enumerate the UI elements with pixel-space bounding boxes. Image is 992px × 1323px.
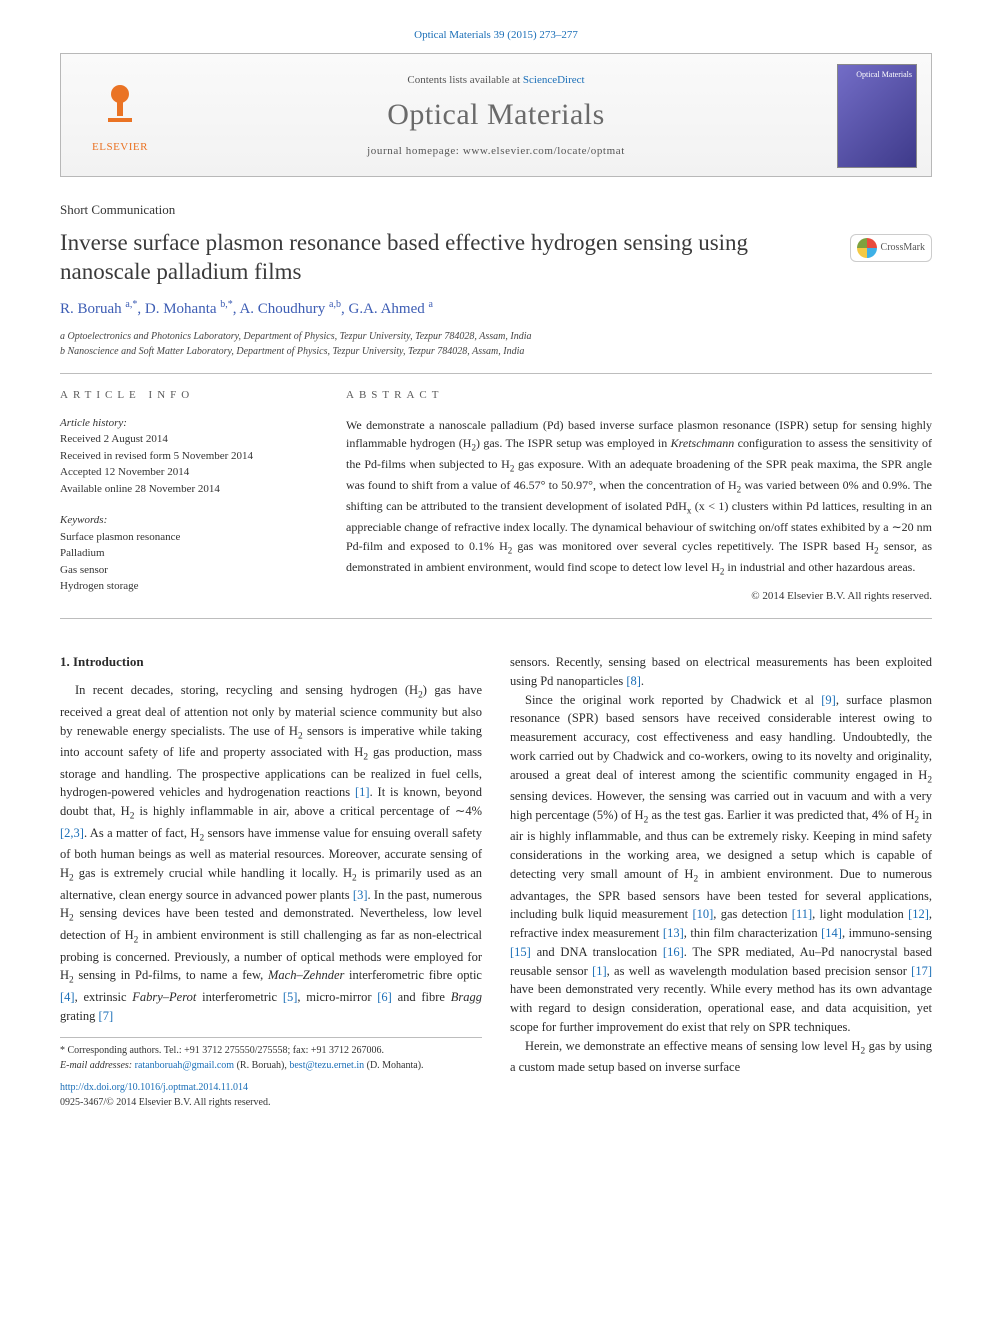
body-paragraph: Since the original work reported by Chad… — [510, 691, 932, 1037]
info-abstract-row: ARTICLE INFO Article history: Received 2… — [60, 388, 932, 604]
corr-name-1: (R. Boruah), — [237, 1060, 287, 1071]
affiliation-b: b Nanoscience and Soft Matter Laboratory… — [60, 345, 932, 360]
body-paragraph: Herein, we demonstrate an effective mean… — [510, 1037, 932, 1077]
history-received: Received 2 August 2014 — [60, 431, 310, 448]
rule — [60, 618, 932, 619]
header-citation-link[interactable]: Optical Materials 39 (2015) 273–277 — [414, 29, 578, 41]
history-online: Available online 28 November 2014 — [60, 481, 310, 498]
citation-link[interactable]: [9] — [821, 693, 836, 707]
abstract-copyright: © 2014 Elsevier B.V. All rights reserved… — [346, 589, 932, 604]
rule — [60, 373, 932, 374]
contents-prefix: Contents lists available at — [407, 74, 522, 86]
citation-link[interactable]: [2,3] — [60, 826, 84, 840]
doi-block: http://dx.doi.org/10.1016/j.optmat.2014.… — [60, 1081, 482, 1110]
corresponding-author-footnote: * Corresponding authors. Tel.: +91 3712 … — [60, 1037, 482, 1110]
article-history: Received 2 August 2014 Received in revis… — [60, 431, 310, 497]
keyword-item: Surface plasmon resonance — [60, 529, 310, 546]
abstract-heading: ABSTRACT — [346, 388, 932, 403]
running-head: Optical Materials 39 (2015) 273–277 — [60, 28, 932, 43]
citation-link[interactable]: [5] — [283, 990, 298, 1004]
keyword-item: Gas sensor — [60, 562, 310, 579]
corr-email-2[interactable]: best@tezu.ernet.in — [289, 1060, 364, 1071]
citation-link[interactable]: [16] — [663, 945, 684, 959]
email-line: E-mail addresses: ratanboruah@gmail.com … — [60, 1059, 482, 1074]
homepage-url: www.elsevier.com/locate/optmat — [463, 145, 625, 157]
corr-name-2: (D. Mohanta). — [367, 1060, 424, 1071]
affiliations: a Optoelectronics and Photonics Laborato… — [60, 330, 932, 359]
section-heading-intro: 1. Introduction — [60, 653, 482, 671]
history-label: Article history: — [60, 416, 310, 431]
citation-link[interactable]: [11] — [792, 907, 812, 921]
citation-link[interactable]: [12] — [908, 907, 929, 921]
crossmark-label: CrossMark — [881, 241, 925, 255]
email-label: E-mail addresses: — [60, 1060, 132, 1071]
citation-link[interactable]: [1] — [355, 785, 370, 799]
keyword-item: Hydrogen storage — [60, 578, 310, 595]
corr-line: * Corresponding authors. Tel.: +91 3712 … — [60, 1044, 482, 1059]
citation-link[interactable]: [7] — [99, 1009, 114, 1023]
body-paragraph: sensors. Recently, sensing based on elec… — [510, 653, 932, 691]
history-accepted: Accepted 12 November 2014 — [60, 464, 310, 481]
elsevier-tree-icon — [94, 78, 146, 138]
citation-link[interactable]: [17] — [911, 964, 932, 978]
keyword-item: Palladium — [60, 545, 310, 562]
history-revised: Received in revised form 5 November 2014 — [60, 448, 310, 465]
abstract-block: ABSTRACT We demonstrate a nanoscale pall… — [346, 388, 932, 604]
citation-link[interactable]: [8] — [626, 674, 641, 688]
publisher-logo[interactable]: ELSEVIER — [75, 78, 165, 155]
article-type: Short Communication — [60, 201, 932, 219]
citation-link[interactable]: [13] — [663, 926, 684, 940]
journal-cover-thumb[interactable]: Optical Materials — [837, 64, 917, 168]
publisher-name: ELSEVIER — [92, 140, 148, 155]
crossmark-badge[interactable]: CrossMark — [850, 234, 932, 262]
homepage-prefix: journal homepage: — [367, 145, 463, 157]
citation-link[interactable]: [15] — [510, 945, 531, 959]
keywords-label: Keywords: — [60, 513, 310, 528]
article-info-block: ARTICLE INFO Article history: Received 2… — [60, 388, 310, 604]
citation-link[interactable]: [10] — [692, 907, 713, 921]
masthead: ELSEVIER Contents lists available at Sci… — [60, 53, 932, 177]
citation-link[interactable]: [3] — [353, 888, 368, 902]
affiliation-a: a Optoelectronics and Photonics Laborato… — [60, 330, 932, 345]
body-paragraph: In recent decades, storing, recycling an… — [60, 681, 482, 1025]
doi-link[interactable]: http://dx.doi.org/10.1016/j.optmat.2014.… — [60, 1082, 248, 1093]
crossmark-icon — [857, 238, 877, 258]
sciencedirect-link[interactable]: ScienceDirect — [523, 74, 585, 86]
title-row: Inverse surface plasmon resonance based … — [60, 228, 932, 299]
cover-label: Optical Materials — [842, 69, 912, 80]
issn-copyright: 0925-3467/© 2014 Elsevier B.V. All right… — [60, 1097, 270, 1108]
abstract-text: We demonstrate a nanoscale palladium (Pd… — [346, 416, 932, 579]
journal-homepage: journal homepage: www.elsevier.com/locat… — [177, 144, 815, 159]
citation-link[interactable]: [1] — [592, 964, 607, 978]
article-body: 1. Introduction In recent decades, stori… — [60, 653, 932, 1110]
corr-email-1[interactable]: ratanboruah@gmail.com — [135, 1060, 234, 1071]
author-list: R. Boruah a,*, D. Mohanta b,*, A. Choudh… — [60, 298, 932, 320]
citation-link[interactable]: [4] — [60, 990, 75, 1004]
contents-available-line: Contents lists available at ScienceDirec… — [177, 73, 815, 88]
keywords-list: Surface plasmon resonance Palladium Gas … — [60, 529, 310, 595]
article-title: Inverse surface plasmon resonance based … — [60, 228, 834, 287]
masthead-center: Contents lists available at ScienceDirec… — [177, 73, 815, 160]
article-info-heading: ARTICLE INFO — [60, 388, 310, 403]
citation-link[interactable]: [14] — [821, 926, 842, 940]
journal-title: Optical Materials — [177, 94, 815, 136]
citation-link[interactable]: [6] — [377, 990, 392, 1004]
